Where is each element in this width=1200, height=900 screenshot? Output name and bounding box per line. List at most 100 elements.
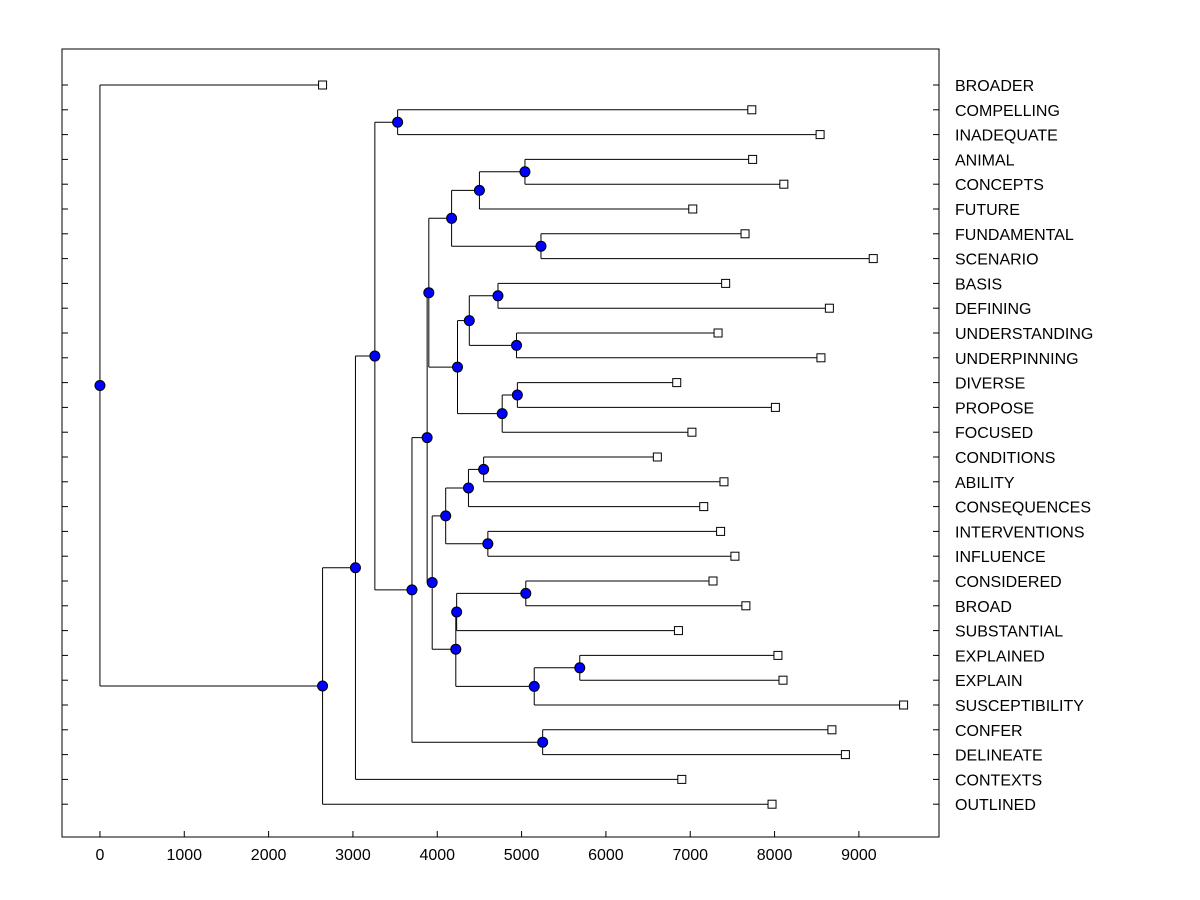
merge-node-marker: [574, 662, 586, 674]
leaf-label: INADEQUATE: [955, 128, 1058, 145]
merge-node-marker: [317, 680, 329, 692]
leaf-label: SUSCEPTIBILITY: [955, 698, 1084, 715]
leaf-label: PROPOSE: [955, 400, 1034, 417]
merge-node-marker: [462, 482, 474, 494]
leaf-marker: [840, 750, 850, 760]
leaf-label: CONTEXTS: [955, 772, 1042, 789]
x-tick-label: 5000: [504, 847, 540, 864]
leaf-marker: [708, 576, 718, 586]
leaf-marker: [673, 626, 683, 636]
x-tick-label: 3000: [335, 847, 371, 864]
merge-node-marker: [349, 562, 361, 574]
leaf-marker: [827, 725, 837, 735]
leaf-marker: [748, 154, 758, 164]
tree-markers: [94, 80, 909, 809]
leaf-marker: [716, 526, 726, 536]
leaf-marker: [652, 452, 662, 462]
merge-node-marker: [482, 538, 494, 550]
merge-node-marker: [392, 116, 404, 128]
leaf-label: CONSIDERED: [955, 574, 1062, 591]
merge-node-marker: [446, 212, 458, 224]
leaf-marker: [677, 774, 687, 784]
leaf-marker: [747, 105, 757, 115]
leaf-marker: [719, 477, 729, 487]
merge-node-marker: [511, 389, 523, 401]
leaf-label: FOCUSED: [955, 425, 1033, 442]
leaf-marker: [868, 254, 878, 264]
leaf-marker: [778, 675, 788, 685]
leaf-marker: [816, 353, 826, 363]
merge-node-marker: [473, 184, 485, 196]
leaf-label: INTERVENTIONS: [955, 524, 1085, 541]
leaf-label: DEFINING: [955, 301, 1031, 318]
leaf-label: CONFER: [955, 723, 1023, 740]
merge-node-marker: [426, 577, 438, 589]
merge-node-marker: [463, 315, 475, 327]
merge-node-marker: [423, 287, 435, 299]
leaf-marker: [767, 799, 777, 809]
leaf-label: COMPELLING: [955, 103, 1060, 120]
x-tick-label: 2000: [251, 847, 287, 864]
leaf-marker: [740, 229, 750, 239]
x-tick-label: 8000: [757, 847, 793, 864]
leaf-label: BASIS: [955, 276, 1002, 293]
leaf-marker: [730, 551, 740, 561]
merge-node-marker: [520, 587, 532, 599]
merge-node-marker: [440, 510, 452, 522]
merge-node-marker: [511, 339, 523, 351]
merge-node-marker: [451, 606, 463, 618]
leaf-label: BROAD: [955, 599, 1012, 616]
merge-node-marker: [369, 350, 381, 362]
leaf-marker: [779, 179, 789, 189]
merge-node-marker: [519, 166, 531, 178]
merge-node-marker: [94, 379, 106, 391]
leaf-label: CONSEQUENCES: [955, 500, 1091, 517]
x-tick-label: 6000: [588, 847, 624, 864]
leaf-label: FUTURE: [955, 202, 1020, 219]
leaf-marker: [741, 601, 751, 611]
leaf-label: EXPLAIN: [955, 673, 1023, 690]
leaf-marker: [713, 328, 723, 338]
leaf-label: ABILITY: [955, 475, 1015, 492]
leaf-marker: [672, 378, 682, 388]
x-tick-label: 7000: [672, 847, 708, 864]
merge-node-marker: [535, 240, 547, 252]
leaf-label: BROADER: [955, 78, 1034, 95]
leaf-label: CONDITIONS: [955, 450, 1055, 467]
merge-node-marker: [496, 408, 508, 420]
leaf-marker: [899, 700, 909, 710]
leaf-marker: [773, 650, 783, 660]
leaf-label: DELINEATE: [955, 748, 1043, 765]
leaf-label: FUNDAMENTAL: [955, 227, 1074, 244]
leaf-label: ANIMAL: [955, 152, 1015, 169]
leaf-label: SUBSTANTIAL: [955, 624, 1063, 641]
plot-frame: [61, 48, 940, 838]
x-tick-label: 9000: [841, 847, 877, 864]
x-tick-label: 4000: [419, 847, 455, 864]
leaf-label: UNDERPINNING: [955, 351, 1079, 368]
leaf-label: DIVERSE: [955, 376, 1025, 393]
leaf-marker: [318, 80, 328, 90]
leaf-marker: [699, 502, 709, 512]
merge-node-marker: [421, 432, 433, 444]
leaf-label: UNDERSTANDING: [955, 326, 1093, 343]
x-tick-label: 0: [95, 847, 104, 864]
tree-edges: [99, 84, 904, 805]
merge-node-marker: [450, 643, 462, 655]
merge-node-marker: [451, 361, 463, 373]
leaf-marker: [721, 278, 731, 288]
leaf-label: EXPLAINED: [955, 648, 1045, 665]
merge-node-marker: [537, 736, 549, 748]
leaf-marker: [770, 402, 780, 412]
leaf-labels: BROADER COMPELLING INADEQUATE ANIMAL CONCEPT…: [955, 78, 1093, 814]
leaf-label: OUTLINED: [955, 797, 1036, 814]
x-tick-labels: 0 1000 2000 3000 4000 5000 6000 7000 8000 9000: [95, 847, 876, 864]
merge-node-marker: [406, 584, 418, 596]
x-tick-label: 1000: [166, 847, 202, 864]
leaf-label: INFLUENCE: [955, 549, 1046, 566]
merge-node-marker: [478, 463, 490, 475]
merge-node-marker: [492, 290, 504, 302]
leaf-label: SCENARIO: [955, 252, 1039, 269]
merge-node-marker: [528, 680, 540, 692]
